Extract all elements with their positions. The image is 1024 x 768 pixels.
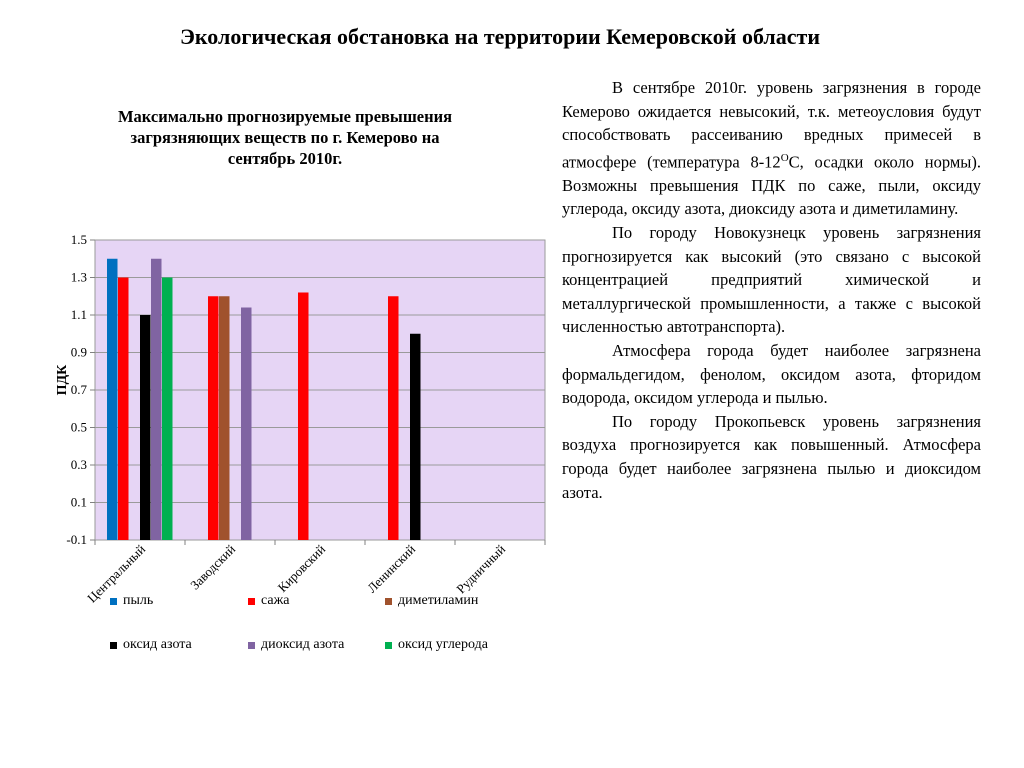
legend-label: сажа — [261, 593, 290, 608]
legend-swatch — [385, 597, 392, 605]
paragraph-prokopyevsk: По городу Прокопьевск уровень загрязнени… — [562, 411, 981, 502]
legend-swatch — [248, 641, 255, 649]
x-category-label: Рудничный — [453, 541, 508, 596]
legend-item: сажа — [248, 593, 290, 609]
bar-сажа-1 — [208, 296, 219, 540]
degree-superscript: О — [780, 151, 789, 164]
y-tick-label: 0.3 — [71, 457, 87, 472]
paragraph-kemerovo-part1: В сентябре 2010г. уровень загрязнения в … — [562, 78, 981, 172]
bar-диоксид-азота-1 — [241, 307, 252, 540]
bar-оксид-азота-3 — [410, 333, 421, 540]
legend-label: пыль — [123, 593, 154, 608]
legend-label: диметиламин — [398, 593, 479, 608]
paragraph-kemerovo-part2: С, осадки около нормы). Возможны превыше… — [562, 152, 981, 219]
legend-label: оксид углерода — [398, 637, 488, 652]
bar-диметиламин-1 — [219, 296, 230, 540]
bar-сажа-2 — [298, 292, 309, 540]
y-tick-label: 0.9 — [71, 345, 87, 360]
legend-label: оксид азота — [123, 637, 192, 652]
slide-title: Экологическая обстановка на территории К… — [180, 24, 820, 49]
legend-swatch — [110, 597, 117, 605]
x-category-label: Ленинский — [364, 541, 418, 595]
legend-swatch — [110, 641, 117, 649]
legend-item: диоксид азота — [248, 637, 344, 653]
forecast-text: В сентябре 2010г. уровень загрязнения в … — [562, 76, 981, 504]
y-tick-label: 0.5 — [71, 420, 87, 435]
legend-item: пыль — [110, 593, 153, 609]
bar-пыль-0 — [107, 258, 118, 540]
x-category-label: Заводский — [187, 541, 238, 592]
legend-item: диметиламин — [385, 593, 478, 609]
paragraph-novokuznetsk-pollutants: Атмосфера города будет наиболее загрязне… — [562, 341, 981, 408]
x-category-label: Кировский — [275, 541, 329, 595]
bar-сажа-0 — [118, 277, 129, 540]
paragraph-kemerovo: В сентябре 2010г. уровень загрязнения в … — [562, 76, 981, 221]
y-axis-title: ПДК — [55, 364, 70, 396]
legend-item: оксид азота — [110, 637, 192, 653]
y-tick-label: 1.1 — [71, 307, 87, 322]
bar-оксид-углерода-0 — [162, 277, 173, 540]
bar-оксид-азота-0 — [140, 315, 151, 540]
bar-диоксид-азота-0 — [151, 258, 162, 540]
bar-сажа-3 — [388, 296, 399, 540]
chart-title: Максимально прогнозируемые превышения за… — [117, 107, 453, 169]
y-tick-label: 1.3 — [71, 270, 87, 285]
legend-label: диоксид азота — [261, 637, 345, 652]
y-tick-label: -0.1 — [66, 532, 87, 547]
legend-swatch — [385, 641, 392, 649]
y-tick-label: 1.5 — [71, 232, 87, 247]
legend-item: оксид углерода — [385, 637, 488, 653]
y-tick-label: 0.1 — [71, 495, 87, 510]
paragraph-novokuznetsk: По городу Новокузнецк уровень загрязнени… — [562, 223, 981, 337]
legend-swatch — [248, 597, 255, 605]
y-tick-label: 0.7 — [71, 382, 88, 397]
